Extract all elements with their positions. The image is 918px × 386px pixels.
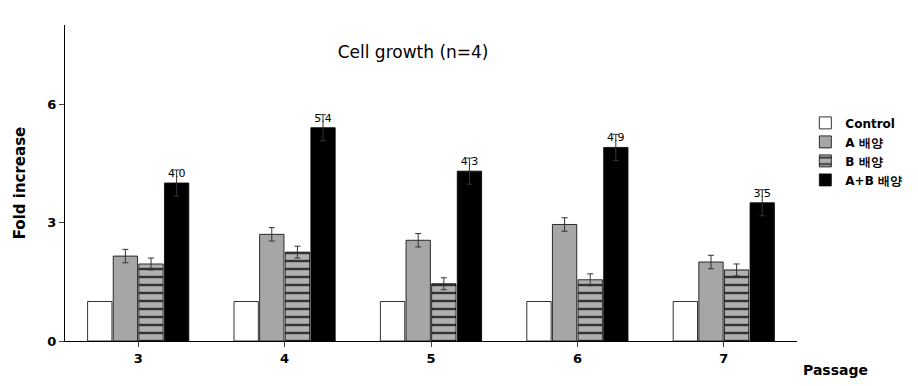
svg-text:B 배양: B 배양 bbox=[845, 155, 882, 169]
svg-text:6: 6 bbox=[47, 97, 56, 112]
svg-text:5: 5 bbox=[426, 351, 435, 366]
svg-text:4.9: 4.9 bbox=[607, 131, 625, 144]
svg-text:6: 6 bbox=[573, 351, 582, 366]
svg-text:Fold increase: Fold increase bbox=[11, 127, 29, 240]
svg-text:3: 3 bbox=[47, 215, 56, 230]
svg-text:4.3: 4.3 bbox=[461, 155, 479, 168]
svg-text:3.5: 3.5 bbox=[753, 187, 771, 200]
svg-text:4: 4 bbox=[280, 351, 289, 366]
svg-text:5.4: 5.4 bbox=[314, 112, 332, 125]
svg-text:4.0: 4.0 bbox=[168, 167, 186, 180]
svg-text:Control: Control bbox=[845, 117, 895, 131]
svg-text:A+B 배양: A+B 배양 bbox=[845, 174, 902, 188]
svg-text:Cell growth (n=4): Cell growth (n=4) bbox=[338, 42, 489, 62]
svg-text:Passage: Passage bbox=[803, 362, 868, 378]
svg-text:3: 3 bbox=[134, 351, 143, 366]
svg-text:7: 7 bbox=[719, 351, 728, 366]
svg-text:A 배양: A 배양 bbox=[845, 136, 882, 150]
svg-text:0: 0 bbox=[47, 334, 56, 349]
